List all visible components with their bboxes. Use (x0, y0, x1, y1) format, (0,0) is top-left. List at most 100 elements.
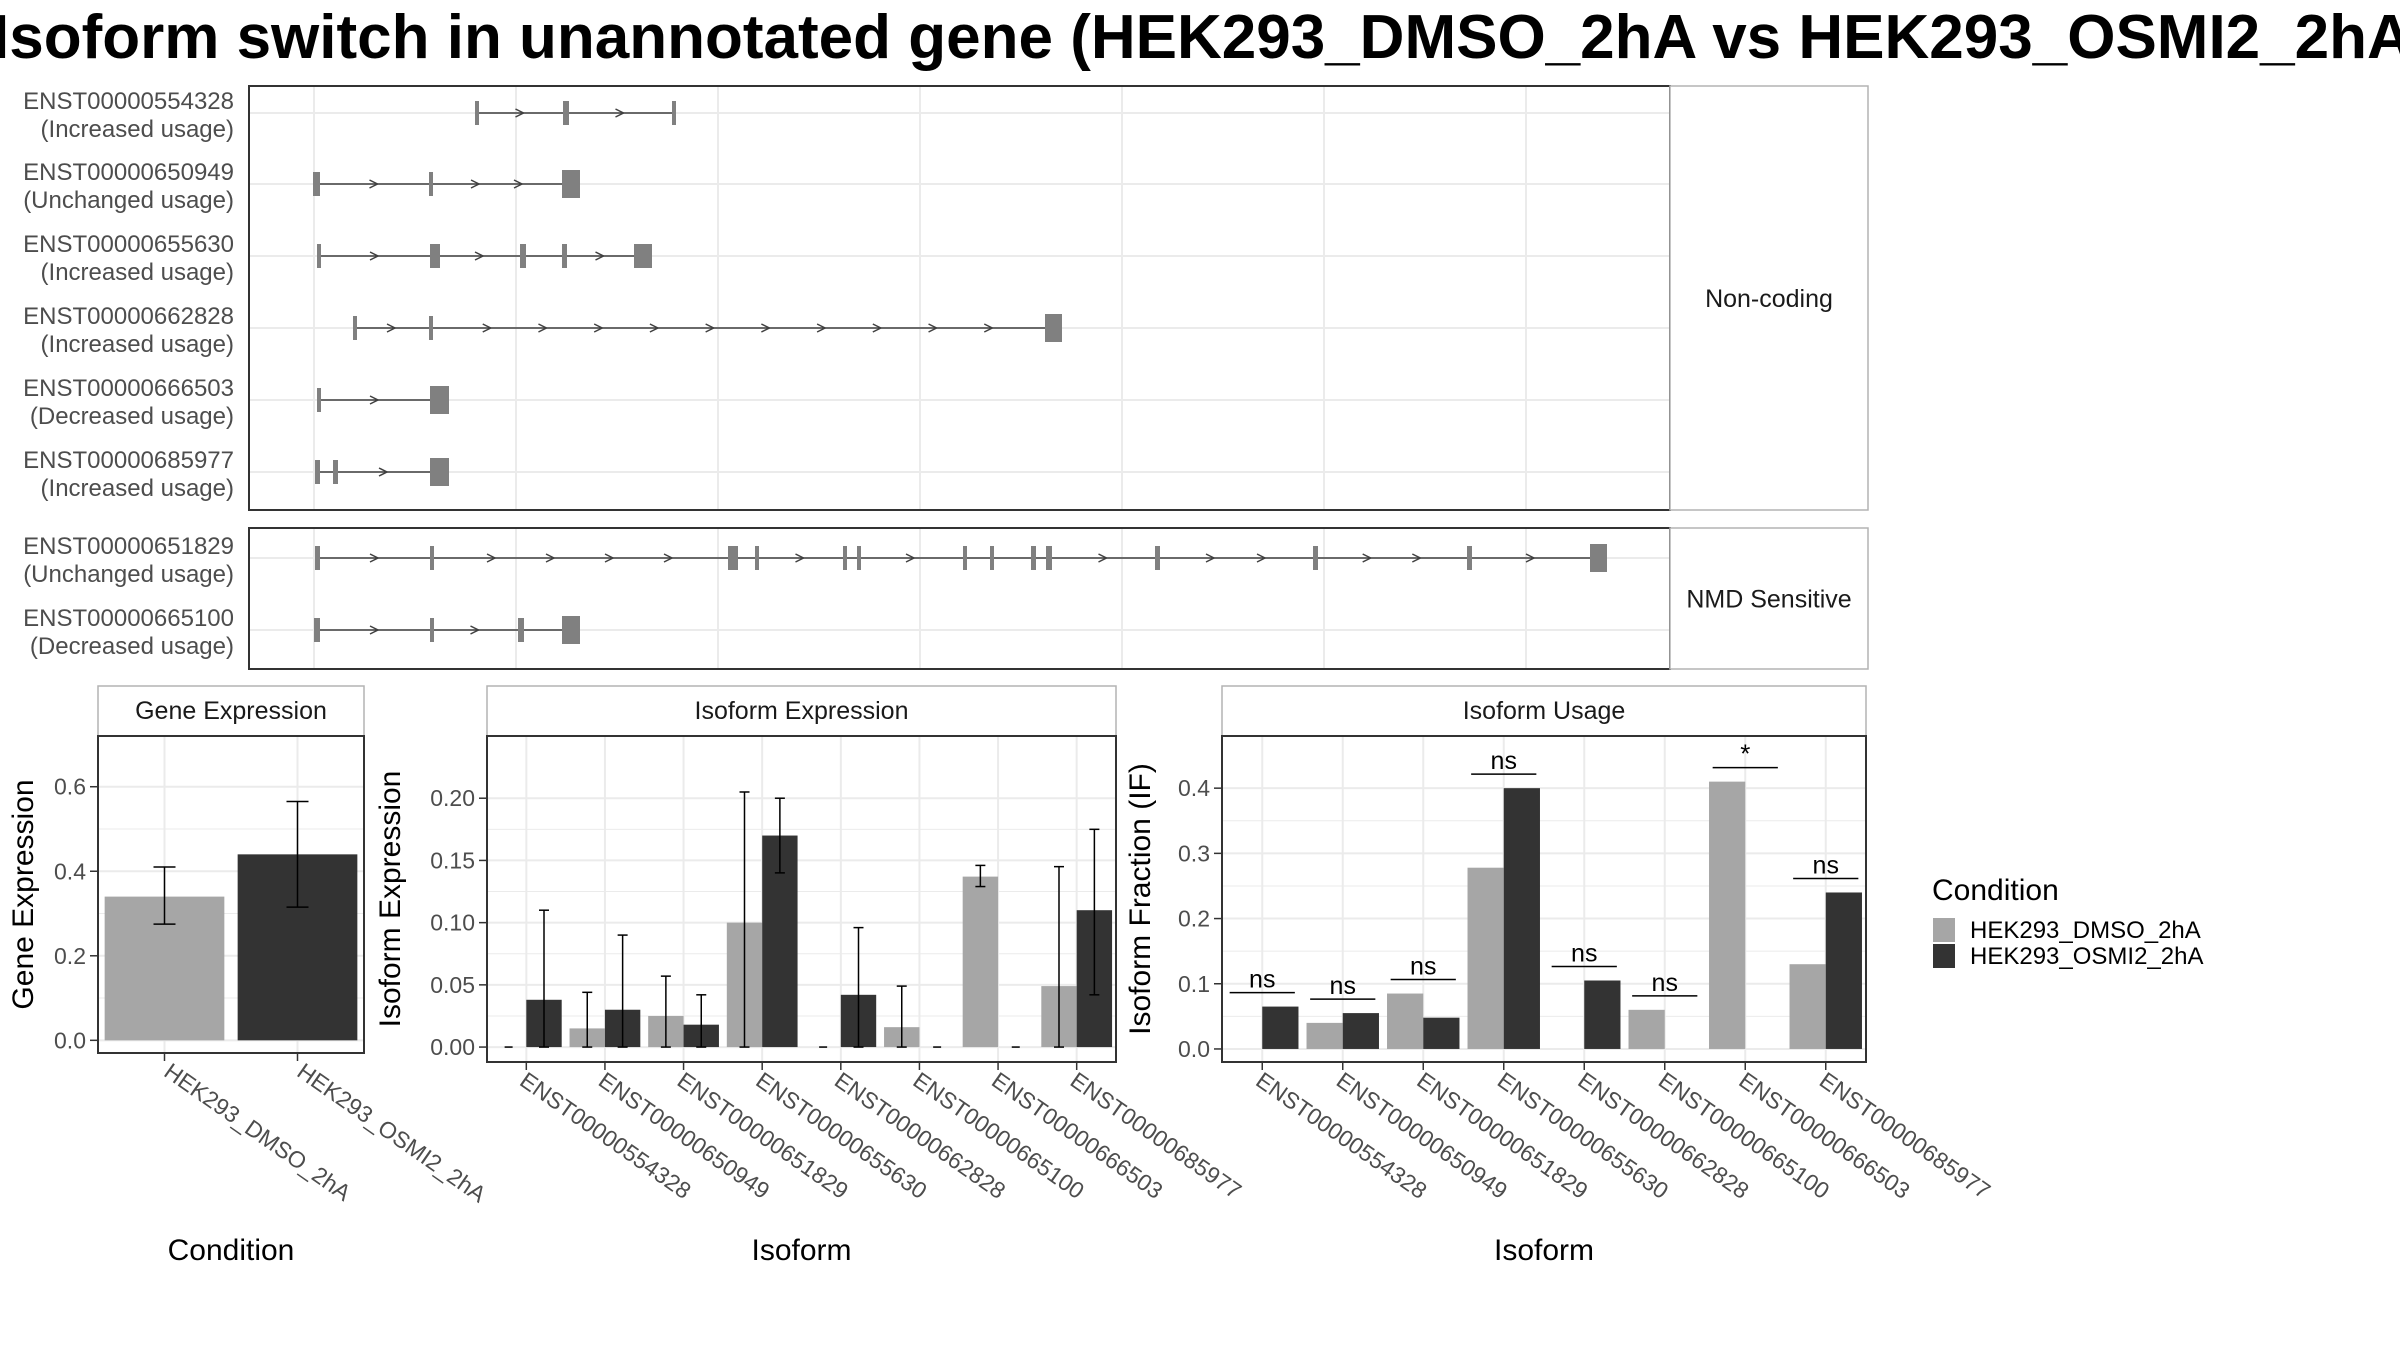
panel-strip (486, 685, 1117, 737)
exon-block (317, 388, 321, 412)
panel-strip (1221, 685, 1867, 737)
intron-direction-arrow (515, 108, 526, 118)
exon-block (1313, 546, 1318, 570)
exon-block (430, 546, 434, 570)
exon-block (562, 616, 580, 644)
isoform-usage-bar (1709, 781, 1746, 1049)
significance-label: * (1740, 739, 1750, 769)
intron-direction-arrow (983, 323, 994, 333)
intron-direction-arrow (369, 395, 380, 405)
intron-direction-arrow (369, 179, 380, 189)
intron-direction-arrow (545, 553, 556, 563)
exon-block (672, 101, 676, 125)
plot-border (1221, 735, 1867, 1063)
exon-block (518, 618, 524, 642)
isoform-usage-bar (1467, 867, 1504, 1049)
exon-block (430, 386, 449, 414)
structure-facet-background (249, 86, 1670, 510)
intron-direction-arrow (1362, 553, 1373, 563)
transcript-id-label: ENST00000666503 (23, 375, 234, 402)
intron-direction-arrow (761, 323, 772, 333)
exon-block (990, 546, 994, 570)
exon-block (333, 460, 338, 484)
transcript-id-label: ENST00000554328 (23, 88, 234, 115)
exon-block (315, 460, 320, 484)
y-tick-label: 0.10 (430, 910, 475, 936)
y-tick-label: 0.2 (54, 943, 86, 969)
exon-block (843, 546, 847, 570)
transcript-usage-label: (Increased usage) (41, 116, 234, 143)
exon-block (520, 244, 526, 268)
intron-direction-arrow (615, 108, 626, 118)
exon-block (314, 618, 320, 642)
panel-title: Gene Expression (135, 697, 327, 725)
intron-direction-arrow (486, 553, 497, 563)
exon-block (315, 546, 320, 570)
intron-direction-arrow (386, 323, 397, 333)
legend-swatch (1933, 918, 1955, 942)
significance-label: ns (1652, 969, 1678, 997)
x-axis-label: Condition (168, 1234, 295, 1267)
transcript-usage-label: (Unchanged usage) (23, 561, 234, 588)
exon-block (429, 316, 433, 340)
intron-direction-arrow (369, 625, 380, 635)
isoform-usage-bar (1825, 892, 1862, 1049)
plot-background (487, 736, 1116, 1062)
isoform-usage-bar (1423, 1017, 1460, 1049)
exon-block (430, 244, 440, 268)
transcript-id-label: ENST00000662828 (23, 303, 234, 330)
intron-direction-arrow (474, 251, 485, 261)
intron-direction-arrow (593, 323, 604, 333)
isoform-expression-bar (962, 876, 999, 1048)
y-tick-label: 0.1 (1178, 971, 1210, 997)
significance-label: ns (1249, 966, 1275, 994)
transcript-id-label: ENST00000685977 (23, 447, 234, 474)
structure-facet-background (249, 528, 1670, 669)
y-tick-label: 0.4 (54, 858, 86, 884)
transcript-usage-label: (Increased usage) (41, 259, 234, 286)
intron-direction-arrow (928, 323, 939, 333)
transcript-id-label: ENST00000651829 (23, 533, 234, 560)
y-tick-label: 0.15 (430, 847, 475, 873)
exon-block (728, 546, 738, 570)
exon-block (963, 546, 967, 570)
y-axis-label: Isoform Expression (374, 771, 407, 1028)
intron-direction-arrow (1256, 553, 1267, 563)
y-axis-label: Isoform Fraction (IF) (1124, 763, 1157, 1035)
plot-border (97, 735, 365, 1054)
legend-label: HEK293_DMSO_2hA (1970, 917, 2201, 944)
intron-direction-arrow (378, 467, 389, 477)
transcript-id-label: ENST00000655630 (23, 231, 234, 258)
y-tick-label: 0.6 (54, 774, 86, 800)
exon-block (1045, 314, 1062, 342)
exon-block (857, 546, 861, 570)
intron-direction-arrow (470, 179, 481, 189)
intron-direction-arrow (595, 251, 606, 261)
transcript-usage-label: (Decreased usage) (30, 633, 234, 660)
intron-direction-arrow (705, 323, 716, 333)
structure-facet-label: NMD Sensitive (1686, 586, 1851, 614)
exon-block (353, 316, 357, 340)
exon-block (1046, 546, 1052, 570)
structure-facet-strip (1669, 527, 1869, 670)
intron-direction-arrow (1525, 553, 1536, 563)
exon-block (475, 101, 479, 125)
intron-direction-arrow (604, 553, 615, 563)
intron-direction-arrow (816, 323, 827, 333)
transcript-usage-label: (Increased usage) (41, 331, 234, 358)
significance-label: ns (1813, 851, 1839, 879)
gene-expression-panel: Gene Expression0.00.20.40.6HEK293_DMSO_2… (7, 685, 491, 1267)
exon-block (313, 172, 320, 196)
structure-facet-strip (1669, 85, 1869, 511)
intron-direction-arrow (482, 323, 493, 333)
intron-direction-arrow (369, 251, 380, 261)
transcript-id-label: ENST00000650949 (23, 159, 234, 186)
intron-direction-arrow (795, 553, 806, 563)
exon-block (755, 546, 759, 570)
y-tick-label: 0.2 (1178, 906, 1210, 932)
transcript-usage-label: (Increased usage) (41, 475, 234, 502)
isoform-usage-bar (1584, 980, 1621, 1049)
intron-direction-arrow (905, 553, 916, 563)
